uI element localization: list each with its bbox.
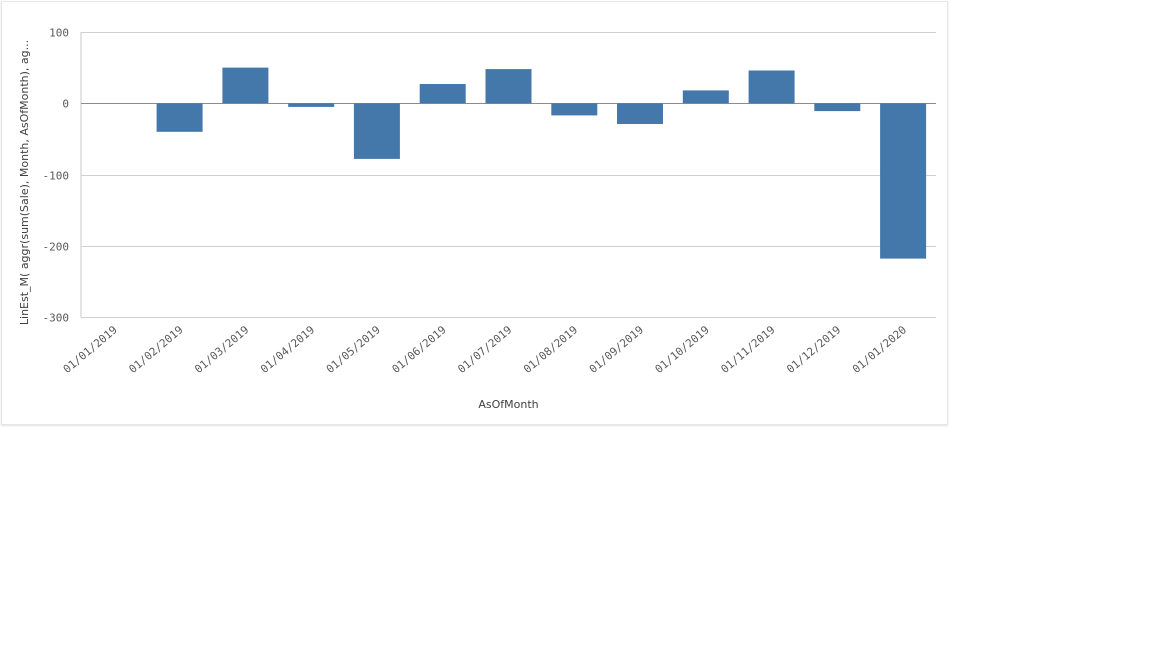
bar-01-04-2019[interactable] (288, 103, 335, 107)
y-tick-label: -100 (43, 170, 70, 183)
x-tick-label: 01/11/2019 (718, 323, 777, 376)
x-tick-label: 01/05/2019 (324, 323, 383, 376)
x-tick-label: 01/04/2019 (258, 323, 317, 376)
bar-01-09-2019[interactable] (617, 103, 663, 124)
bar-01-01-2020[interactable] (880, 103, 927, 259)
x-axis-title: AsOfMonth (478, 398, 538, 411)
bar-01-07-2019[interactable] (485, 69, 532, 104)
bar-01-06-2019[interactable] (419, 84, 466, 104)
bar-01-02-2019[interactable] (156, 103, 203, 132)
x-tick-label: 01/10/2019 (653, 323, 712, 376)
bar-01-11-2019[interactable] (748, 70, 795, 104)
y-tick-label: -300 (43, 312, 70, 325)
x-tick-label: 01/12/2019 (784, 323, 843, 376)
x-tick-label: 01/01/2020 (850, 323, 909, 376)
x-tick-label: 01/01/2019 (61, 323, 120, 376)
y-axis-title: LinEst_M( aggr(sum(Sale), Month, AsOfMon… (18, 40, 31, 325)
bar-01-10-2019[interactable] (682, 90, 729, 104)
x-tick-label: 01/03/2019 (192, 323, 251, 376)
x-tick-label: 01/02/2019 (126, 323, 185, 376)
x-tick-label: 01/08/2019 (521, 323, 580, 376)
y-tick-label: 0 (62, 98, 69, 111)
x-tick-label: 01/07/2019 (455, 323, 514, 376)
y-tick-label: -200 (43, 241, 70, 254)
x-tick-label: 01/06/2019 (390, 323, 449, 376)
x-tick-label: 01/09/2019 (587, 323, 646, 376)
bar-01-12-2019[interactable] (814, 103, 861, 112)
bar-01-05-2019[interactable] (353, 103, 400, 159)
chart-panel: 100 0 -100 -200 -300 01/01/2019 01/02/2019 01/0… (1, 1, 948, 425)
y-tick-label: 100 (49, 27, 69, 40)
bar-01-03-2019[interactable] (222, 67, 269, 104)
bar-01-08-2019[interactable] (551, 103, 598, 116)
